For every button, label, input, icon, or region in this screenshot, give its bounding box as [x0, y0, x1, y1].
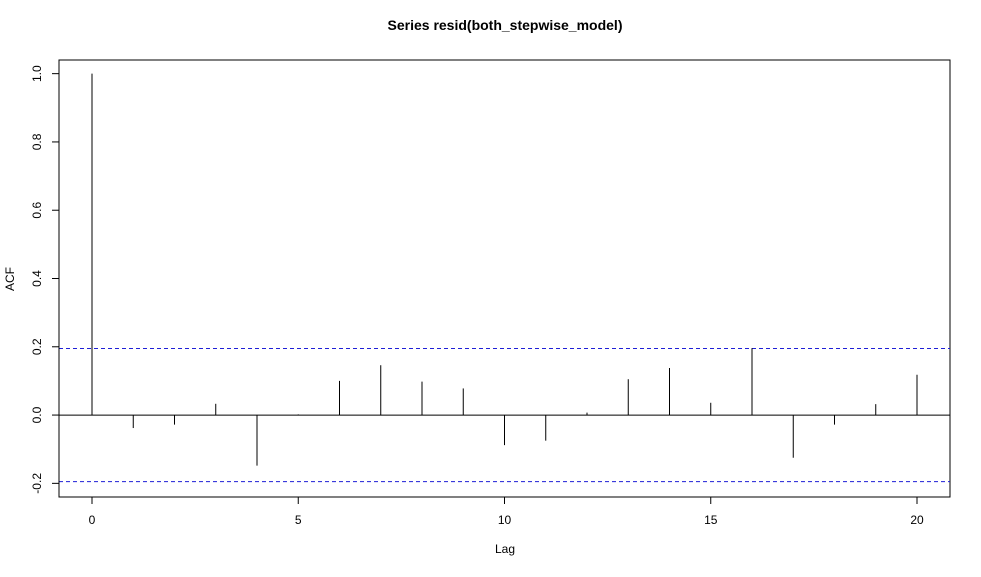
y-axis: -0.2 0.0 0.2 0.4 0.6 0.8 1.0 [30, 65, 60, 494]
y-tick-label: 0.6 [30, 202, 44, 219]
confidence-bands [59, 347, 950, 483]
y-tick-label: 0.2 [30, 338, 44, 355]
y-tick-label: 0.4 [30, 270, 44, 287]
x-tick-label: 0 [89, 513, 96, 527]
x-tick-label: 10 [498, 513, 512, 527]
y-tick-label: 0.8 [30, 133, 44, 150]
x-tick-label: 20 [910, 513, 924, 527]
x-tick-label: 15 [704, 513, 718, 527]
y-tick-label: -0.2 [30, 473, 44, 494]
y-tick-label: 1.0 [30, 65, 44, 82]
acf-spikes [91, 73, 918, 466]
x-tick-label: 5 [295, 513, 302, 527]
chart-title: Series resid(both_stepwise_model) [388, 17, 623, 33]
y-tick-label: 0.0 [30, 406, 44, 423]
x-axis: 0 5 10 15 20 [89, 496, 924, 527]
x-axis-label: Lag [495, 542, 515, 556]
y-axis-label: ACF [3, 267, 17, 291]
